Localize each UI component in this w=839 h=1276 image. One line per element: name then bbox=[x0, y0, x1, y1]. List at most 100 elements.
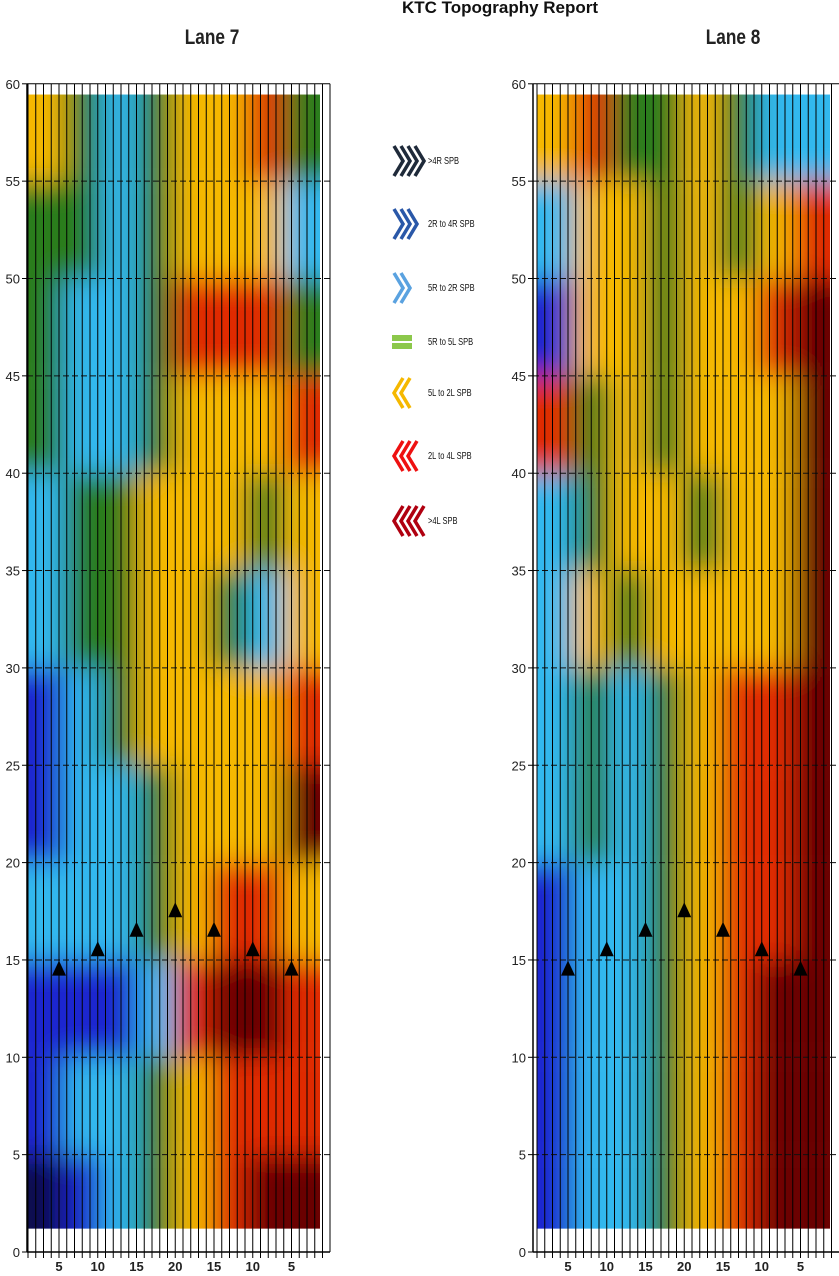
y-tick-label: 55 bbox=[512, 174, 526, 189]
y-tick-label: 55 bbox=[6, 174, 20, 189]
chevron-left-icon bbox=[391, 505, 426, 537]
heatmap-cell bbox=[174, 667, 211, 766]
heatmap-cell bbox=[756, 473, 794, 571]
heatmap-cell bbox=[683, 765, 721, 863]
triangle-marker bbox=[716, 921, 730, 937]
legend-label: 2L to 4L SPB bbox=[428, 450, 472, 462]
y-tick-label: 25 bbox=[512, 758, 526, 773]
heatmap-cell bbox=[210, 473, 247, 571]
heatmap-cell bbox=[28, 375, 65, 474]
triangle-marker bbox=[129, 921, 144, 937]
heatmap-cell bbox=[283, 278, 320, 376]
heatmap-cell bbox=[28, 862, 65, 960]
heatmap-cell bbox=[137, 959, 174, 1058]
heatmap-cell bbox=[756, 181, 794, 279]
x-tick-label: 5 bbox=[288, 1259, 295, 1274]
heatmap-cell bbox=[610, 765, 647, 863]
heatmap-cell bbox=[683, 1154, 721, 1230]
heatmap-cell bbox=[137, 1057, 174, 1155]
lane-8-title: Lane 8 bbox=[705, 26, 761, 49]
heatmap-cell bbox=[646, 375, 684, 474]
y-tick-label: 10 bbox=[6, 1050, 20, 1065]
heatmap-cell bbox=[756, 375, 794, 474]
lane-8-chart: 0 5 10 15 20 25 30 35 40 45 50 55 60 5 10 15 20 15 10 5 bbox=[512, 77, 839, 1274]
chevron-right-icon bbox=[392, 208, 420, 240]
x-tick-label: 10 bbox=[600, 1259, 614, 1274]
heatmap-cell bbox=[756, 667, 794, 766]
y-tick-label: 0 bbox=[519, 1245, 526, 1260]
heatmap-cell bbox=[756, 570, 794, 668]
y-tick-label: 45 bbox=[6, 369, 20, 384]
no-data-band bbox=[28, 84, 331, 95]
chevron-right-icon bbox=[392, 272, 413, 304]
x-tick-label: 5 bbox=[797, 1259, 804, 1274]
heatmap-cell bbox=[756, 278, 794, 376]
heatmap-cell bbox=[210, 93, 247, 182]
y-tick-label: 45 bbox=[512, 369, 526, 384]
heatmap-cell bbox=[537, 667, 574, 766]
y-tick-label: 25 bbox=[6, 758, 20, 773]
y-tick-label: 60 bbox=[512, 77, 526, 92]
heatmap-cell bbox=[174, 93, 211, 182]
heatmap-cell bbox=[537, 181, 574, 279]
heatmap-cell bbox=[101, 667, 138, 766]
legend-label: >4L SPB bbox=[428, 515, 458, 527]
heatmap-cell bbox=[101, 1057, 138, 1155]
legend-item: 2L to 4L SPB bbox=[390, 435, 486, 477]
triangle-marker bbox=[599, 941, 614, 957]
heatmap bbox=[537, 93, 830, 1230]
legend-item: 2R to 4R SPB bbox=[390, 203, 490, 245]
legend-label: 5R to 2R SPB bbox=[428, 282, 475, 294]
heatmap-cell bbox=[210, 667, 247, 766]
legend-item: 5L to 2L SPB bbox=[390, 372, 486, 414]
heatmap-cell bbox=[101, 959, 138, 1058]
lane-7-title: Lane 7 bbox=[184, 26, 240, 49]
heatmap-cell bbox=[174, 959, 211, 1058]
heatmap-cell bbox=[28, 473, 65, 571]
heatmap-cell bbox=[28, 1057, 65, 1155]
legend-item: 5R to 2R SPB bbox=[390, 267, 490, 309]
heatmap-cell bbox=[610, 570, 647, 668]
heatmap-cell bbox=[573, 667, 611, 766]
heatmap-cell bbox=[610, 375, 647, 474]
heatmap-cell bbox=[756, 93, 794, 182]
heatmap-cell bbox=[28, 959, 65, 1058]
y-tick-label: 5 bbox=[13, 1148, 20, 1163]
x-tick-label: 15 bbox=[638, 1259, 652, 1274]
heatmap-cell bbox=[101, 473, 138, 571]
heatmap-cell bbox=[28, 1154, 65, 1230]
chevron-left-icon bbox=[391, 440, 419, 472]
chevron-left-icon bbox=[391, 377, 412, 409]
x-tick-label: 15 bbox=[207, 1259, 221, 1274]
heatmap-cell bbox=[283, 1154, 320, 1230]
heatmap-cell bbox=[210, 765, 247, 863]
heatmap-cell bbox=[683, 959, 721, 1058]
heatmap-cell bbox=[210, 862, 247, 960]
heatmap-cell bbox=[101, 862, 138, 960]
heatmap-cell bbox=[101, 93, 138, 182]
heatmap-cell bbox=[137, 181, 174, 279]
heatmap-cell bbox=[646, 570, 684, 668]
heatmap-cell bbox=[683, 570, 721, 668]
heatmap-cell bbox=[174, 1057, 211, 1155]
heatmap-cell bbox=[28, 570, 65, 668]
heatmap-cell bbox=[174, 570, 211, 668]
heatmap-cell bbox=[28, 765, 65, 863]
heatmap-cell bbox=[537, 570, 574, 668]
heatmap-cell bbox=[573, 278, 611, 376]
heatmap-cell bbox=[610, 473, 647, 571]
triangle-marker bbox=[561, 960, 575, 976]
heatmap-cell bbox=[137, 473, 174, 571]
heatmap-cell bbox=[137, 570, 174, 668]
heatmap-cell bbox=[174, 473, 211, 571]
legend-label: 5R to 5L SPB bbox=[428, 336, 474, 348]
triangle-marker bbox=[52, 960, 66, 976]
chevron-right-icon bbox=[392, 145, 426, 177]
heatmap-cell bbox=[683, 667, 721, 766]
x-tick-label: 15 bbox=[129, 1259, 143, 1274]
heatmap-cell bbox=[210, 959, 247, 1058]
heatmap-cell bbox=[573, 1154, 611, 1230]
heatmap-cell bbox=[683, 181, 721, 279]
y-tick-label: 40 bbox=[512, 466, 526, 481]
heatmap-cell bbox=[573, 473, 611, 571]
